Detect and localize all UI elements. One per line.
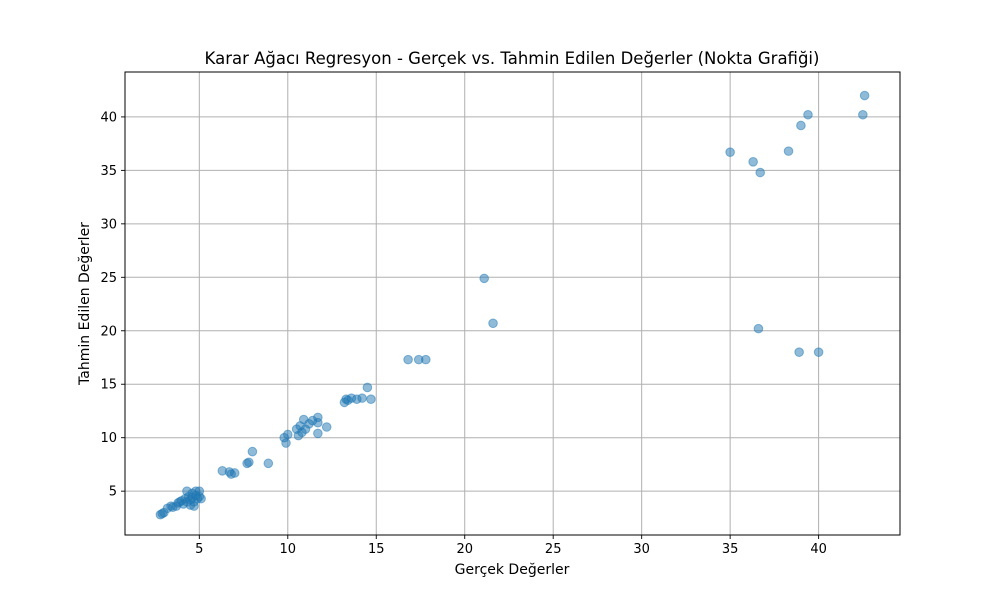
y-tick-label: 20 [100, 324, 117, 339]
y-tick-label: 30 [100, 217, 117, 232]
data-point [263, 458, 274, 469]
data-point [366, 394, 376, 405]
data-point [783, 146, 794, 156]
x-tick-label: 25 [545, 542, 562, 557]
data-point [420, 354, 431, 365]
data-point [753, 323, 764, 334]
data-point [725, 147, 735, 157]
y-tick-label: 25 [100, 271, 117, 286]
data-point [859, 90, 870, 101]
data-point [357, 393, 367, 403]
y-tick-label: 15 [100, 378, 117, 393]
data-point [403, 354, 413, 365]
data-points [155, 90, 870, 520]
x-tick-label: 5 [195, 542, 203, 557]
y-tick-label: 35 [100, 164, 117, 179]
x-tick-label: 15 [368, 542, 385, 557]
data-point [321, 422, 332, 432]
data-point [858, 109, 868, 120]
data-point [803, 109, 813, 120]
data-point [282, 429, 293, 440]
data-point [796, 120, 806, 131]
data-point [313, 417, 323, 428]
x-tick-label: 10 [280, 542, 297, 557]
data-point [313, 428, 323, 439]
x-tick-label: 30 [633, 542, 650, 557]
data-point [362, 382, 373, 393]
y-axis-ticks: 5 10 15 20 25 30 35 40 [100, 110, 125, 500]
data-point [247, 446, 258, 457]
data-point [479, 273, 489, 284]
grid [125, 72, 900, 535]
data-point [748, 157, 758, 167]
data-point [196, 493, 206, 504]
data-point [755, 167, 766, 178]
y-tick-label: 5 [109, 485, 117, 500]
data-point [244, 457, 254, 468]
data-point [229, 468, 240, 478]
chart-title: Karar Ağacı Regresyon - Gerçek vs. Tahmi… [205, 49, 820, 68]
x-tick-label: 40 [810, 542, 827, 557]
x-axis-ticks: 5 10 15 20 25 30 35 40 [195, 535, 827, 557]
data-point [488, 318, 498, 329]
data-point [281, 438, 291, 448]
x-axis-label: Gerçek Değerler [455, 562, 570, 578]
y-tick-label: 40 [100, 110, 117, 125]
y-tick-label: 10 [100, 431, 117, 446]
data-point [813, 347, 824, 357]
x-tick-label: 35 [722, 542, 739, 557]
axes-frame [124, 71, 901, 536]
y-axis-label: Tahmin Edilen Değerler [77, 222, 93, 386]
data-point [794, 347, 804, 357]
x-tick-label: 20 [456, 542, 473, 557]
